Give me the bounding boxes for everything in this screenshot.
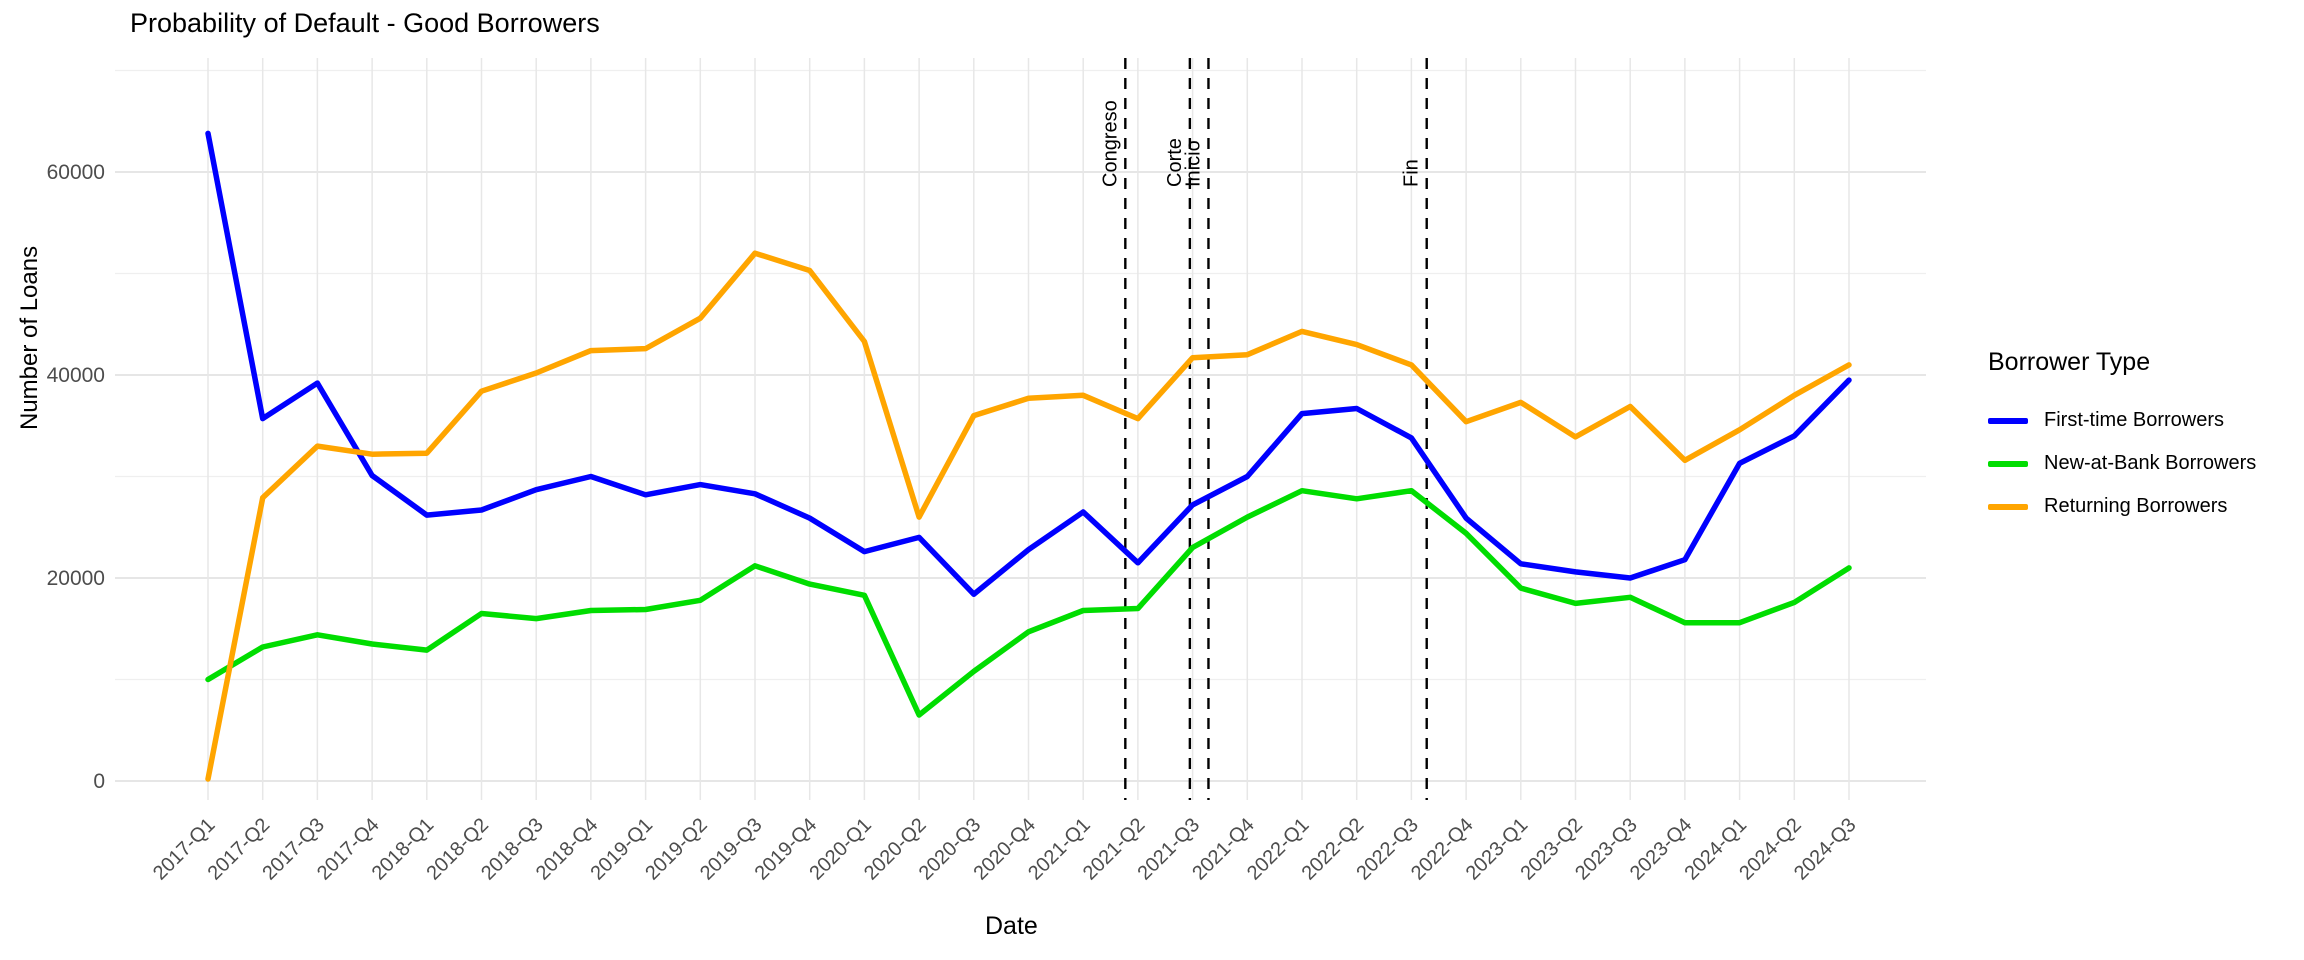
legend-entry: First-time Borrowers (1988, 399, 2256, 442)
series-line (205, 487, 1852, 718)
event-vline-label: Inicio (1182, 140, 1204, 187)
series-line (205, 130, 1852, 597)
event-vline-label: Corte (1164, 138, 1186, 187)
legend-line-swatch (1988, 503, 2028, 510)
y-tick-label: 20000 (47, 567, 105, 590)
x-axis-title: Date (985, 912, 1038, 940)
y-tick-label: 60000 (47, 161, 105, 184)
legend-entry: New-at-Bank Borrowers (1988, 442, 2256, 485)
legend-entry: Returning Borrowers (1988, 485, 2256, 528)
chart-title: Probability of Default - Good Borrowers (130, 8, 600, 38)
legend-entry-label: New-at-Bank Borrowers (2044, 452, 2257, 474)
series-line (205, 250, 1852, 782)
legend-line-swatch (1988, 460, 2028, 467)
legend-line-swatch (1988, 417, 2028, 424)
y-tick-label: 40000 (47, 364, 105, 387)
legend-title: Borrower Type (1988, 348, 2151, 376)
y-tick-label: 0 (93, 770, 105, 793)
legend-entry-label: Returning Borrowers (2044, 495, 2228, 517)
legend: Borrower Type First-time Borrowers New-a… (1988, 348, 2256, 528)
event-vline-label: Fin (1401, 159, 1423, 187)
legend-entry-label: First-time Borrowers (2044, 409, 2225, 431)
y-axis-title: Number of Loans (16, 245, 43, 430)
event-vline-label: Congreso (1099, 100, 1121, 187)
